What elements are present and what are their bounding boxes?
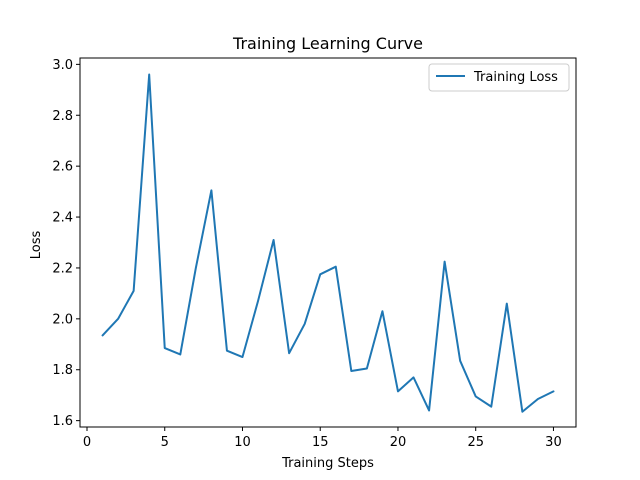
plot-area [79,57,577,428]
y-tick-label: 2.0 [52,312,73,327]
x-axis: 0 5 10 15 20 25 30 [83,427,562,450]
y-tick-label: 1.8 [52,363,73,378]
legend: Training Loss [428,63,570,92]
chart-title: Training Learning Curve [232,34,423,53]
x-tick-label: 25 [467,435,484,450]
axes-frame [79,57,577,428]
series-layer [101,73,555,413]
x-tick-label: 0 [83,435,91,450]
series-line-training-loss [101,73,555,413]
x-tick-label: 5 [161,435,169,450]
x-tick-label: 20 [390,435,407,450]
y-tick-label: 2.4 [52,211,73,226]
legend-box [428,63,570,92]
x-axis-label: Training Steps [281,456,374,471]
y-tick-label: 2.6 [52,160,73,175]
y-tick-label: 3.0 [52,58,73,73]
y-axis: 1.6 1.8 2.0 2.2 2.4 2.6 2.8 3.0 [52,58,80,429]
x-tick-label: 15 [312,435,329,450]
y-tick-label: 2.8 [52,109,73,124]
y-tick-label: 2.2 [52,261,73,276]
legend-label-training-loss: Training Loss [473,70,558,85]
y-axis-label: Loss [29,231,44,260]
x-tick-label: 30 [545,435,562,450]
y-tick-label: 1.6 [52,414,73,429]
x-tick-label: 10 [234,435,251,450]
